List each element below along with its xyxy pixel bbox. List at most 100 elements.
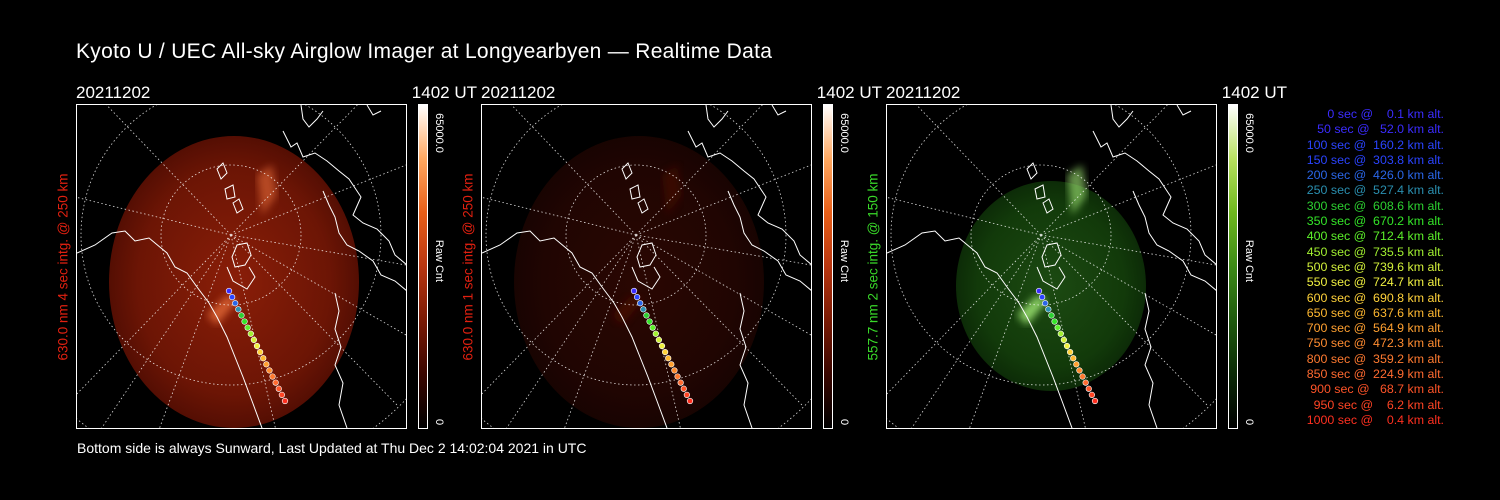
trajectory-point [281, 397, 289, 405]
trajectory-point [250, 336, 257, 343]
trajectory-point [260, 355, 267, 362]
allsky-image [481, 104, 812, 429]
colorbar-unit-label: Raw Cnt [838, 239, 850, 283]
aurora-patch [257, 165, 277, 215]
legend-row: 0 sec @ 0.1 km alt. [1317, 107, 1444, 121]
legend-row: 700 sec @ 564.9 km alt. [1303, 321, 1444, 336]
trajectory-point [235, 306, 242, 313]
legend-row: 350 sec @ 670.2 km alt. [1303, 214, 1444, 229]
legend-row: 150 sec @ 303.8 km alt. [1303, 152, 1444, 167]
trajectory-point [1045, 306, 1052, 313]
aurora-patch [612, 295, 642, 325]
legend-row: 850 sec @ 224.9 km alt. [1303, 367, 1444, 382]
trajectory-point [1063, 342, 1071, 350]
allsky-image [76, 104, 407, 429]
trajectory-point [238, 312, 245, 319]
trajectory-point [680, 385, 687, 392]
trajectory-point [244, 324, 251, 331]
trajectory-point [652, 330, 659, 337]
legend-row: 500 sec @ 739.6 km alt. [1303, 259, 1444, 274]
aurora-patch [207, 295, 237, 325]
allsky-image [886, 104, 1217, 429]
trajectory-point [662, 349, 669, 356]
panel-time: 1402 UT [1221, 83, 1287, 102]
aurora-patch [662, 165, 682, 215]
image-panel-557-2s: 20211202 1402 UT 557.7 nm 2 sec intg. @ … [866, 83, 1287, 433]
trajectory-point [1054, 324, 1061, 331]
trajectory-point [674, 373, 681, 380]
trajectory-point [646, 318, 653, 325]
legend-row: 100 sec @ 160.2 km alt. [1303, 137, 1444, 152]
trajectory-point [683, 391, 690, 398]
legend-row: 900 sec @ 68.7 km alt. [1306, 382, 1444, 397]
legend-row: 250 sec @ 527.4 km alt. [1303, 183, 1444, 198]
trajectory-point [1079, 373, 1086, 380]
trajectory-point [275, 385, 282, 392]
trajectory-point [225, 287, 233, 295]
trajectory-point [1067, 349, 1074, 356]
colorbar-min-label: 0 [433, 418, 445, 426]
trajectory-point [1051, 318, 1058, 325]
image-panel-630-4s: 20211202 1402 UT 630.0 nm 4 sec intg. @ … [56, 83, 477, 433]
page-title: Kyoto U / UEC All-sky Airglow Imager at … [76, 40, 773, 63]
panel-wavelength-label: 630.0 nm 4 sec intg. @ 250 km [55, 172, 71, 361]
panel-date: 20211202 [886, 83, 961, 102]
panel-date: 20211202 [481, 83, 556, 102]
panel-time: 1402 UT [816, 83, 882, 102]
footer-note: Bottom side is always Sunward, Last Upda… [77, 440, 587, 456]
panel-wavelength-label: 630.0 nm 1 sec intg. @ 250 km [460, 172, 476, 361]
trajectory-point [263, 361, 270, 368]
trajectory-point [671, 367, 678, 374]
aurora-patch [1017, 295, 1047, 325]
trajectory-point [1035, 287, 1043, 295]
trajectory-point [658, 342, 666, 350]
trajectory-point [643, 312, 650, 319]
panel-wavelength-label: 557.7 nm 2 sec intg. @ 150 km [865, 172, 881, 361]
colorbar-min-label: 0 [1243, 418, 1255, 426]
panel-time: 1402 UT [411, 83, 477, 102]
trajectory-point [272, 379, 279, 386]
trajectory-point [665, 355, 672, 362]
trajectory-point [1048, 312, 1055, 319]
trajectory-point [241, 318, 248, 325]
legend-row: 950 sec @ 6.2 km alt. [1310, 397, 1444, 412]
legend-row: 200 sec @ 426.0 km alt. [1303, 168, 1444, 183]
legend-row: 400 sec @ 712.4 km alt. [1303, 229, 1444, 244]
colorbar-unit-label: Raw Cnt [433, 239, 445, 283]
geo-grid [887, 105, 1216, 428]
legend-row: 300 sec @ 608.6 km alt. [1303, 198, 1444, 213]
trajectory-point [1082, 379, 1089, 386]
colorbar [1228, 104, 1238, 429]
colorbar [418, 104, 428, 429]
geo-grid [482, 105, 811, 428]
trajectory-point [640, 306, 647, 313]
trajectory-point [229, 294, 236, 301]
coastline [77, 105, 406, 428]
trajectory-point [1039, 294, 1046, 301]
legend-row: 50 sec @ 52.0 km alt. [1310, 122, 1444, 137]
trajectory-point [634, 294, 641, 301]
trajectory-point [278, 391, 285, 398]
image-panel-630-1s: 20211202 1402 UT 630.0 nm 1 sec intg. @ … [461, 83, 882, 433]
coastline [482, 105, 811, 428]
colorbar-max-label: 65000.0 [1243, 113, 1255, 153]
panel-date: 20211202 [76, 83, 151, 102]
colorbar-max-label: 65000.0 [838, 113, 850, 153]
trajectory-point [649, 324, 656, 331]
trajectory-point [1042, 300, 1049, 307]
legend-row: 1000 sec @ 0.4 km alt. [1306, 412, 1444, 427]
trajectory-point [257, 349, 264, 356]
trajectory-point [247, 330, 254, 337]
legend-row: 650 sec @ 637.6 km alt. [1303, 305, 1444, 320]
legend-row: 550 sec @ 724.7 km alt. [1303, 275, 1444, 290]
trajectory-point [1070, 355, 1077, 362]
trajectory-point [668, 361, 675, 368]
trajectory-point [630, 287, 638, 295]
trajectory-point [232, 300, 239, 307]
geo-grid [77, 105, 406, 428]
colorbar-max-label: 65000.0 [433, 113, 445, 153]
trajectory-point [269, 373, 276, 380]
trajectory-point [655, 336, 662, 343]
trajectory-point [1060, 336, 1067, 343]
trajectory-point [637, 300, 644, 307]
